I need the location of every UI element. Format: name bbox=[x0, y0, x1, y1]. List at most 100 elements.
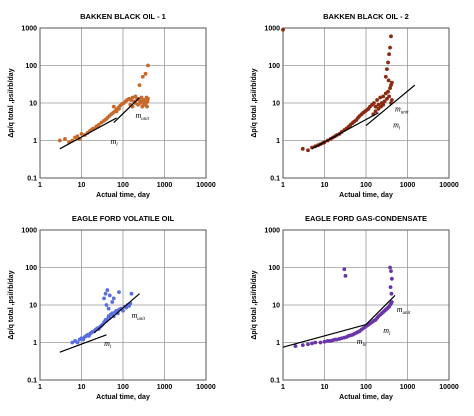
y-tick-label: 1 bbox=[276, 340, 280, 347]
data-point bbox=[387, 52, 391, 57]
x-tick-label: 100 bbox=[360, 384, 372, 391]
data-point bbox=[306, 148, 310, 153]
slope-label-subscript: unit bbox=[141, 117, 149, 122]
data-point bbox=[388, 45, 392, 50]
y-tick-label: 0.1 bbox=[270, 176, 280, 183]
y-tick-label: 100 bbox=[268, 63, 280, 70]
data-point bbox=[107, 293, 112, 298]
data-point bbox=[145, 99, 150, 104]
data-point bbox=[129, 291, 134, 296]
data-point bbox=[306, 342, 310, 347]
data-point bbox=[389, 34, 393, 39]
data-point bbox=[114, 109, 119, 114]
y-tick-label: 1000 bbox=[21, 26, 37, 33]
data-point bbox=[281, 27, 285, 32]
data-point bbox=[385, 67, 389, 72]
plot-frame bbox=[282, 229, 450, 381]
data-point bbox=[372, 101, 376, 105]
slope-label-subscript: unit bbox=[403, 311, 411, 316]
y-tick-label: 1 bbox=[276, 138, 280, 145]
slope-label-l: ml bbox=[111, 137, 119, 148]
x-tick-label: 10 bbox=[321, 182, 329, 189]
slope-label-subscript: l bbox=[110, 345, 112, 350]
data-point bbox=[388, 86, 392, 90]
y-axis-label: Δp/q total ,psi/rb/day bbox=[251, 270, 258, 339]
y-tick-label: 1000 bbox=[264, 26, 280, 33]
data-point bbox=[389, 291, 394, 296]
data-point bbox=[105, 288, 110, 292]
data-point bbox=[57, 138, 62, 143]
data-point bbox=[75, 340, 80, 345]
x-tick-label: 1 bbox=[281, 384, 285, 391]
data-point bbox=[386, 78, 391, 83]
data-point bbox=[375, 98, 379, 102]
data-point bbox=[96, 123, 101, 127]
data-point bbox=[318, 340, 323, 345]
data-point bbox=[141, 98, 146, 102]
data-point bbox=[117, 290, 121, 295]
x-tick-label: 1000 bbox=[157, 182, 173, 189]
x-tick-label: 1 bbox=[38, 384, 42, 391]
data-point bbox=[388, 265, 392, 270]
data-point bbox=[111, 104, 116, 109]
data-point bbox=[111, 296, 116, 301]
y-tick-label: 1000 bbox=[21, 228, 37, 235]
fit-line-m-l bbox=[311, 112, 379, 150]
data-point bbox=[293, 344, 298, 349]
data-point bbox=[103, 291, 108, 296]
slope-label-subscript: bl bbox=[363, 343, 368, 348]
fit-line-m-l bbox=[59, 117, 117, 150]
chart-title: EAGLE FORD GAS-CONDENSATE bbox=[305, 214, 427, 223]
plot-frame bbox=[282, 27, 450, 179]
y-tick-label: 1000 bbox=[264, 228, 280, 235]
x-tick-label: 10000 bbox=[439, 182, 459, 189]
plot-frame bbox=[39, 27, 207, 179]
data-point bbox=[300, 343, 305, 348]
data-point bbox=[389, 269, 393, 274]
data-point bbox=[389, 80, 394, 85]
x-tick-label: 10 bbox=[78, 384, 86, 391]
data-point bbox=[75, 134, 80, 139]
x-axis-label: Actual time, day bbox=[339, 394, 393, 401]
data-point bbox=[389, 276, 394, 281]
y-tick-label: 0.1 bbox=[27, 176, 37, 183]
data-point bbox=[140, 104, 145, 109]
data-point bbox=[143, 71, 148, 76]
x-axis-label: Actual time, day bbox=[96, 192, 150, 199]
data-point bbox=[137, 83, 142, 88]
x-tick-label: 100 bbox=[360, 182, 372, 189]
x-tick-label: 10 bbox=[78, 182, 86, 189]
data-point bbox=[322, 339, 327, 344]
data-point bbox=[343, 273, 348, 278]
data-point bbox=[386, 60, 390, 65]
x-tick-label: 1000 bbox=[400, 182, 416, 189]
chart-1: BAKKEN BLACK OIL - 11 10 100 1000 100000.111… bbox=[8, 12, 216, 199]
data-point bbox=[389, 98, 394, 102]
slope-label-subscript: unit bbox=[137, 317, 145, 322]
slope-label-bl: mbl bbox=[357, 337, 367, 348]
slope-label-subscript: unit bbox=[401, 110, 409, 115]
data-point bbox=[300, 146, 305, 151]
x-tick-label: 1 bbox=[38, 182, 42, 189]
data-point bbox=[373, 104, 378, 109]
y-tick-label: 100 bbox=[25, 63, 37, 70]
fit-line-m-unit bbox=[93, 293, 140, 334]
data-point bbox=[110, 311, 115, 316]
data-point bbox=[378, 95, 383, 100]
y-tick-label: 1 bbox=[33, 340, 37, 347]
slope-label-unit: munit bbox=[131, 311, 145, 322]
data-point bbox=[106, 306, 111, 311]
x-tick-label: 100 bbox=[117, 182, 129, 189]
x-tick-label: 1000 bbox=[157, 384, 173, 391]
data-point bbox=[140, 74, 145, 79]
plot-frame bbox=[39, 229, 207, 381]
y-tick-label: 10 bbox=[29, 303, 37, 310]
y-tick-label: 10 bbox=[272, 101, 280, 108]
chart-panels: BAKKEN BLACK OIL - 11 10 100 1000 100000.111… bbox=[8, 12, 459, 401]
fit-line-m-bl bbox=[282, 324, 367, 348]
slope-label-unit: munit bbox=[397, 305, 411, 316]
data-point bbox=[387, 94, 391, 99]
chart-title: EAGLE FORD VOLATILE OIL bbox=[72, 214, 175, 223]
